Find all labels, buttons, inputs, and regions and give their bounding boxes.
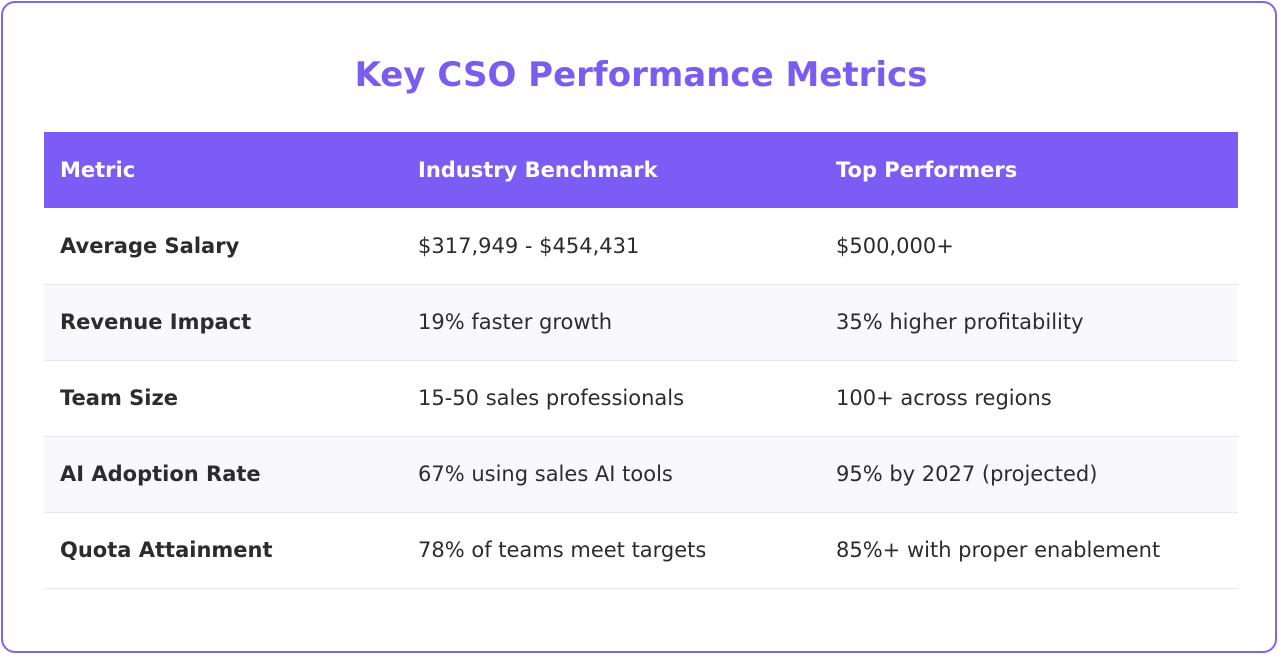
industry-benchmark-value: $317,949 - $454,431 (402, 208, 820, 285)
column-header-metric: Metric (44, 132, 402, 208)
industry-benchmark-value: 67% using sales AI tools (402, 436, 820, 513)
metric-name: Average Salary (44, 208, 402, 285)
metrics-table: Metric Industry Benchmark Top Performers… (44, 132, 1238, 589)
table-row: AI Adoption Rate 67% using sales AI tool… (44, 436, 1238, 513)
metric-name: Quota Attainment (44, 512, 402, 589)
table-row: Team Size 15-50 sales professionals 100+… (44, 360, 1238, 437)
table-header-row: Metric Industry Benchmark Top Performers (44, 132, 1238, 208)
metric-name: Revenue Impact (44, 284, 402, 361)
table-row: Quota Attainment 78% of teams meet targe… (44, 512, 1238, 589)
metric-name: Team Size (44, 360, 402, 437)
industry-benchmark-value: 19% faster growth (402, 284, 820, 361)
table-row: Revenue Impact 19% faster growth 35% hig… (44, 284, 1238, 361)
metric-name: AI Adoption Rate (44, 436, 402, 513)
top-performers-value: 85%+ with proper enablement (820, 512, 1238, 589)
top-performers-value: 100+ across regions (820, 360, 1238, 437)
industry-benchmark-value: 15-50 sales professionals (402, 360, 820, 437)
top-performers-value: 95% by 2027 (projected) (820, 436, 1238, 513)
column-header-top-performers: Top Performers (820, 132, 1238, 208)
column-header-industry-benchmark: Industry Benchmark (402, 132, 820, 208)
top-performers-value: $500,000+ (820, 208, 1238, 285)
table-row: Average Salary $317,949 - $454,431 $500,… (44, 208, 1238, 285)
page-title: Key CSO Performance Metrics (354, 55, 928, 95)
top-performers-value: 35% higher profitability (820, 284, 1238, 361)
industry-benchmark-value: 78% of teams meet targets (402, 512, 820, 589)
